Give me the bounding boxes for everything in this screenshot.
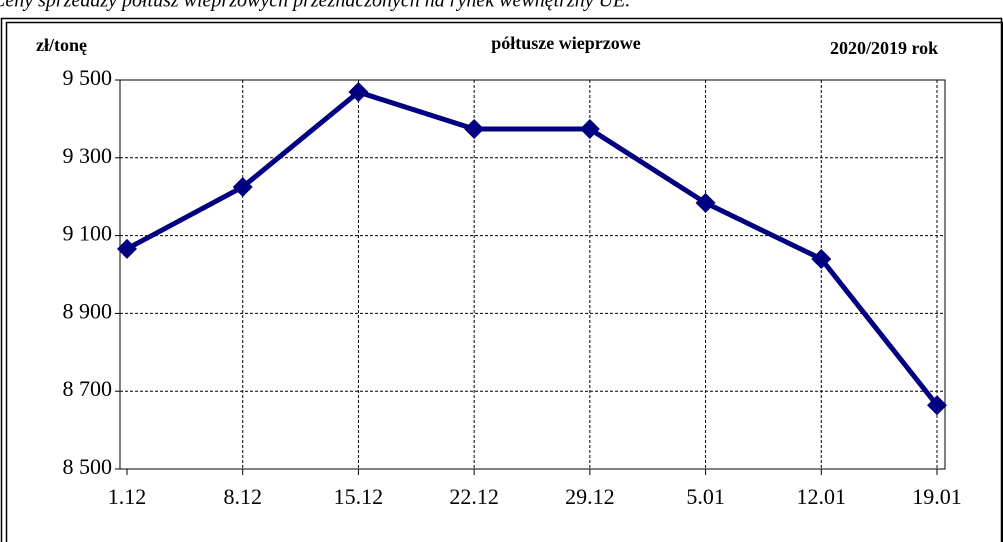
marker bbox=[927, 395, 947, 416]
y-axis-label: zł/tonę bbox=[36, 35, 87, 55]
y-tick-label: 8 900 bbox=[63, 298, 113, 323]
x-tick-label: 1.12 bbox=[108, 484, 147, 509]
marker bbox=[811, 248, 832, 269]
marker bbox=[232, 176, 253, 197]
frame bbox=[0, 17, 1003, 542]
marker bbox=[348, 82, 369, 103]
x-tick-label: 8.12 bbox=[223, 484, 262, 509]
marker bbox=[464, 119, 485, 140]
y-tick-label: 9 500 bbox=[63, 65, 113, 90]
y-tick-label: 8 500 bbox=[63, 454, 113, 479]
marker bbox=[117, 238, 137, 259]
x-tick-label: 12.01 bbox=[797, 484, 847, 509]
x-tick-label: 15.12 bbox=[334, 484, 384, 509]
chart-title: półtusze wieprzowe bbox=[491, 33, 640, 53]
x-tick-label: 29.12 bbox=[565, 484, 615, 509]
frame-inner bbox=[5, 21, 1003, 542]
y-tick-label: 9 100 bbox=[63, 221, 113, 246]
x-tick-label: 22.12 bbox=[449, 484, 499, 509]
x-tick-label: 19.01 bbox=[912, 484, 962, 509]
marker bbox=[695, 192, 716, 213]
y-tick-label: 8 700 bbox=[63, 376, 113, 401]
line bbox=[125, 89, 939, 407]
plot-area bbox=[119, 79, 946, 470]
caption: Ceny sprzedaży półtusz wieprzowych przez… bbox=[0, 0, 630, 12]
marker bbox=[579, 119, 600, 140]
x-tick-label: 5.01 bbox=[686, 484, 725, 509]
y-tick-label: 9 300 bbox=[63, 143, 113, 168]
chart-subtitle: 2020/2019 rok bbox=[830, 38, 938, 58]
